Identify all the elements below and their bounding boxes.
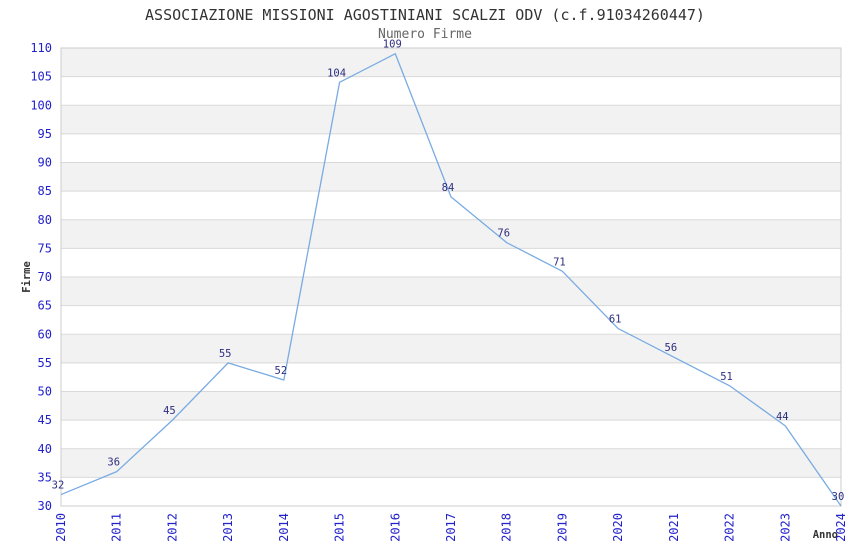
data-label: 84: [442, 182, 455, 194]
plot-band: [61, 448, 841, 478]
series-line: [60, 53, 842, 507]
x-tick-label: 2010: [54, 513, 68, 542]
y-tick-label: 65: [38, 299, 52, 313]
data-label: 32: [52, 480, 65, 492]
y-tick-label: 95: [38, 127, 52, 141]
x-tick-label: 2018: [500, 513, 514, 542]
x-tick-label: 2024: [834, 513, 848, 542]
x-tick-label: 2020: [611, 513, 625, 542]
x-tick-label: 2016: [388, 513, 402, 542]
y-tick-label: 35: [38, 470, 52, 484]
x-tick-label: 2023: [778, 513, 792, 542]
y-tick-label: 90: [38, 156, 52, 170]
x-tick-label: 2021: [667, 513, 681, 542]
data-label: 61: [609, 314, 622, 326]
y-tick-label: 30: [38, 499, 52, 513]
y-tick-label: 105: [30, 70, 52, 84]
data-label: 109: [383, 39, 402, 51]
y-tick-label: 60: [38, 327, 52, 341]
data-label: 104: [327, 67, 346, 79]
data-label: 52: [275, 365, 288, 377]
x-tick-label: 2011: [110, 513, 124, 542]
data-label: 71: [553, 256, 566, 268]
x-tick-label: 2014: [277, 513, 291, 542]
data-label: 56: [665, 342, 678, 354]
plot-border: [60, 47, 842, 507]
x-tick-label: 2019: [555, 513, 569, 542]
x-tick-label: 2017: [444, 513, 458, 542]
y-tick-label: 45: [38, 413, 52, 427]
x-tick-label: 2015: [333, 513, 347, 542]
data-label: 55: [219, 348, 232, 360]
plot-band: [61, 162, 841, 192]
y-tick-label: 55: [38, 356, 52, 370]
data-label: 30: [832, 491, 845, 503]
data-label: 36: [107, 457, 120, 469]
y-tick-label: 100: [30, 98, 52, 112]
plot-band: [61, 219, 841, 249]
y-tick-label: 75: [38, 241, 52, 255]
plot-band: [61, 48, 841, 77]
data-label: 44: [776, 411, 789, 423]
plot-band: [61, 334, 841, 363]
plot-band: [61, 277, 841, 306]
x-tick-label: 2012: [165, 513, 179, 542]
y-tick-label: 50: [38, 385, 52, 399]
y-tick-label: 40: [38, 442, 52, 456]
y-tick-label: 110: [30, 41, 52, 55]
y-tick-label: 70: [38, 270, 52, 284]
y-tick-label: 85: [38, 184, 52, 198]
plot-band: [61, 391, 841, 421]
x-tick-label: 2013: [221, 513, 235, 542]
data-label: 45: [163, 405, 176, 417]
chart-subtitle: Numero Firme: [378, 27, 472, 42]
x-axis-label: Anno: [812, 529, 838, 541]
plot-band: [61, 105, 841, 134]
data-label: 76: [497, 228, 510, 240]
y-tick-label: 80: [38, 213, 52, 227]
x-tick-label: 2022: [723, 513, 737, 542]
data-label: 51: [720, 371, 733, 383]
chart-title: ASSOCIAZIONE MISSIONI AGOSTINIANI SCALZI…: [145, 6, 705, 24]
